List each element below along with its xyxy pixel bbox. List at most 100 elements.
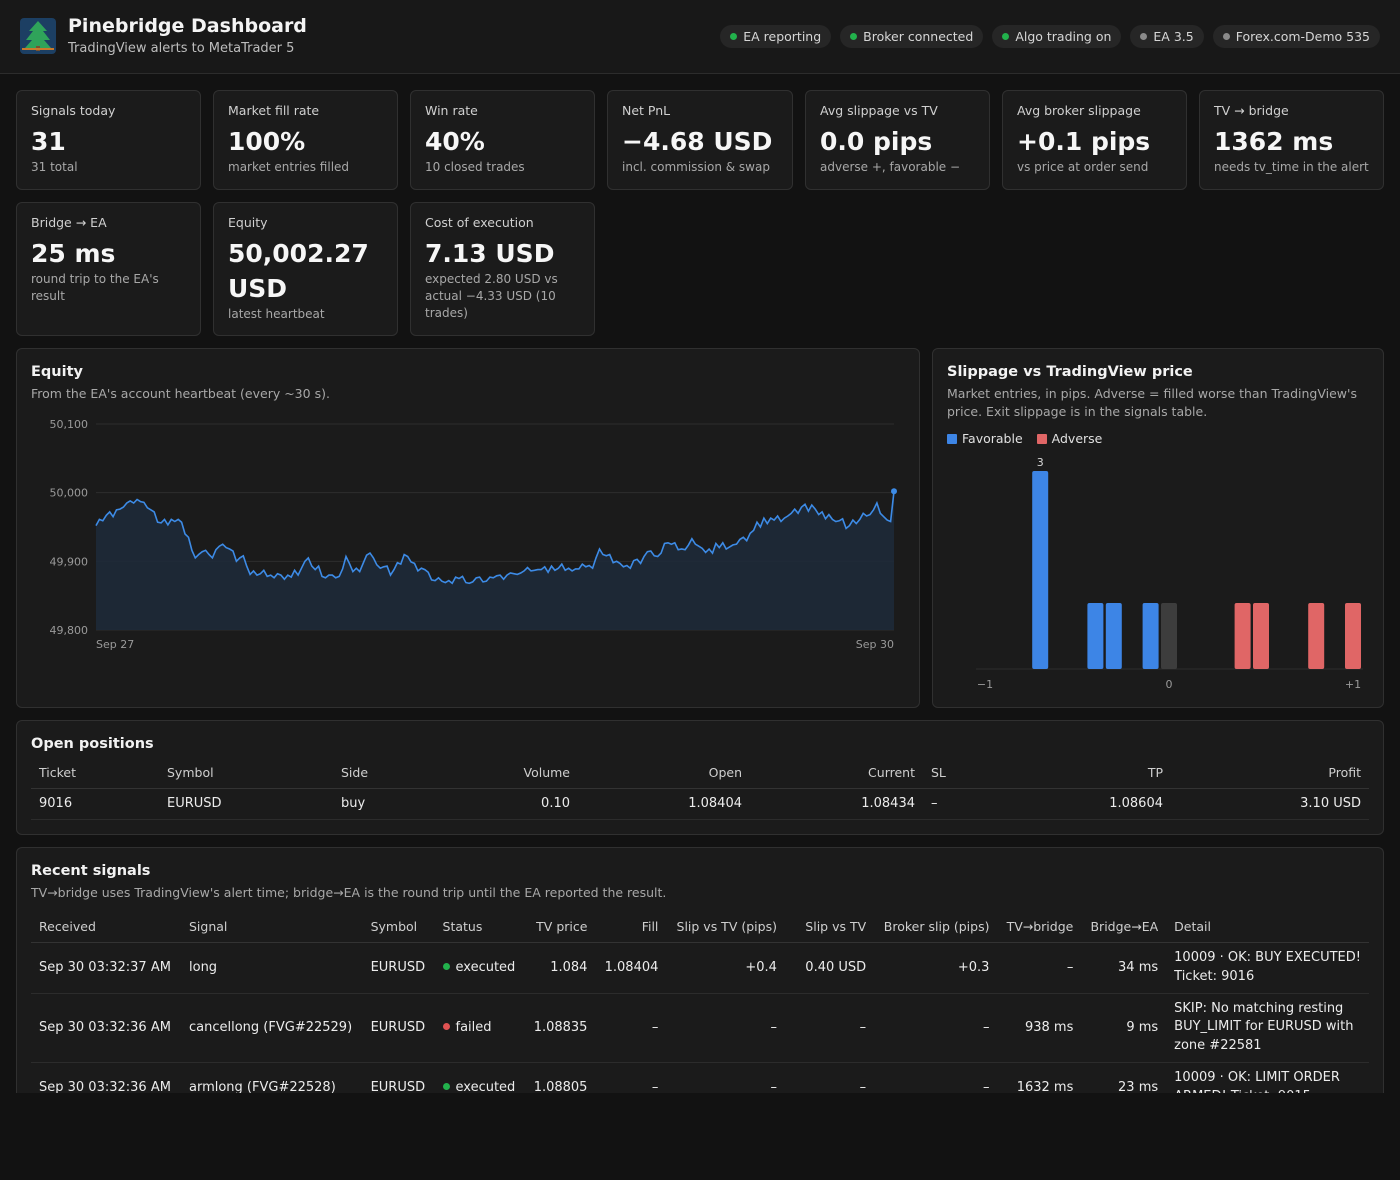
stat-label: Net PnL	[622, 103, 671, 118]
histogram-bar	[1142, 603, 1159, 669]
status-pill-algo: Algo trading on	[992, 25, 1122, 48]
panel-subtitle: TV→bridge uses TradingView's alert time;…	[31, 885, 667, 900]
equity-last-point	[891, 488, 897, 495]
panel-title: Equity	[31, 364, 83, 380]
stat-value: 7.13 USD	[425, 239, 555, 268]
legend-swatch-icon	[1036, 433, 1047, 444]
signals-scroll-area[interactable]: Recent signals TV→bridge uses TradingVie…	[17, 848, 1385, 1093]
legend-favorable: Favorable	[947, 431, 1023, 446]
status-cell: executed	[434, 1062, 525, 1093]
col-current: Current	[750, 757, 923, 789]
chart-legend: Favorable Adverse	[947, 431, 1102, 446]
col-signal: Signal	[181, 911, 363, 943]
app-header: Pinebridge Dashboard TradingView alerts …	[0, 0, 1400, 74]
stat-card-net-pnl: Net PnL −4.68 USD incl. commission & swa…	[607, 90, 793, 190]
col-broker-slip: Broker slip (pips)	[874, 911, 998, 943]
stat-note: needs tv_time in the alert	[1214, 160, 1369, 174]
y-tick-label: 50,100	[50, 418, 89, 431]
status-dot-icon	[1140, 33, 1148, 40]
col-detail: Detail	[1166, 911, 1369, 943]
stat-label: Avg slippage vs TV	[820, 103, 938, 118]
app-subtitle: TradingView alerts to MetaTrader 5	[68, 41, 295, 56]
histogram-bar	[1253, 603, 1269, 669]
histogram-bar	[1308, 603, 1325, 669]
stat-value: 100%	[228, 127, 306, 156]
stat-card-market-fill-rate: Market fill rate 100% market entries fil…	[213, 90, 398, 190]
y-tick-label: 49,800	[50, 624, 89, 637]
stat-card-avg-broker-slippage: Avg broker slippage +0.1 pips vs price a…	[1002, 90, 1187, 190]
app-title: Pinebridge Dashboard	[68, 15, 307, 37]
y-tick-label: 50,000	[50, 487, 89, 500]
col-bridge-ea: Bridge→EA	[1081, 911, 1167, 943]
stat-note: adverse +, favorable −	[820, 160, 961, 174]
table-header-row: Received Signal Symbol Status TV price F…	[31, 911, 1369, 943]
col-status: Status	[434, 911, 525, 943]
status-cell: failed	[434, 993, 525, 1063]
histogram-bar	[1105, 603, 1122, 669]
col-tv-bridge: TV→bridge	[997, 911, 1082, 943]
stat-value: 0.0 pips	[820, 127, 933, 156]
panel-title: Recent signals	[31, 863, 151, 879]
status-dot-icon	[442, 1023, 450, 1030]
col-side: Side	[333, 757, 453, 789]
stat-card-signals-today: Signals today 31 31 total	[16, 90, 201, 190]
x-tick-label: +1	[1345, 678, 1361, 691]
stat-note: latest heartbeat	[228, 307, 325, 321]
col-tp: TP	[983, 757, 1171, 789]
col-profit: Profit	[1171, 757, 1369, 789]
stat-note: 31 total	[31, 160, 78, 174]
stat-card-bridge-ea: Bridge → EA 25 ms round trip to the EA's…	[16, 202, 201, 336]
status-pills: EA reporting Broker connected Algo tradi…	[720, 25, 1380, 48]
stat-note: incl. commission & swap	[622, 160, 770, 174]
panel-subtitle: Market entries, in pips. Adverse = fille…	[947, 386, 1357, 419]
status-dot-icon	[850, 33, 858, 40]
col-open: Open	[578, 757, 750, 789]
table-row[interactable]: Sep 30 03:32:36 AM armlong (FVG#22528) E…	[31, 1062, 1369, 1093]
panel-subtitle: From the EA's account heartbeat (every ~…	[31, 386, 330, 401]
stat-value: 25 ms	[31, 239, 116, 268]
status-pill-ea-version: EA 3.5	[1130, 25, 1204, 48]
col-symbol: Symbol	[159, 757, 333, 789]
status-dot-icon	[1002, 33, 1010, 40]
bar-data-label: 3	[1037, 456, 1044, 469]
col-slip-usd: Slip vs TV	[784, 911, 875, 943]
table-row[interactable]: 9016 EURUSD buy 0.10 1.08404 1.08434 – 1…	[31, 788, 1369, 820]
slippage-histogram: 3 −1 0 +1	[976, 456, 1363, 691]
legend-swatch-icon	[947, 433, 957, 444]
stat-value: 31	[31, 127, 66, 156]
stat-card-win-rate: Win rate 40% 10 closed trades	[410, 90, 595, 190]
stat-label: Market fill rate	[228, 103, 320, 118]
x-tick-label: −1	[977, 678, 993, 691]
stat-label: Equity	[228, 215, 268, 230]
status-cell: executed	[434, 942, 525, 994]
stat-label: Bridge → EA	[31, 215, 107, 230]
col-tv-price: TV price	[524, 911, 596, 943]
status-dot-icon	[1222, 33, 1230, 40]
col-sl: SL	[923, 757, 983, 789]
x-tick-label: Sep 30	[856, 638, 894, 651]
status-dot-icon	[442, 963, 450, 970]
table-row[interactable]: Sep 30 03:32:37 AM long EURUSD executed …	[31, 942, 1369, 994]
pine-tree-logo-icon	[20, 18, 56, 54]
histogram-bar	[1234, 603, 1251, 669]
table-row[interactable]: Sep 30 03:32:36 AM cancellong (FVG#22529…	[31, 993, 1369, 1063]
stat-card-equity: Equity 50,002.27 USD latest heartbeat	[213, 202, 398, 336]
col-slip-pips: Slip vs TV (pips)	[666, 911, 785, 943]
histogram-bar	[1161, 603, 1177, 669]
signals-table: Received Signal Symbol Status TV price F…	[31, 911, 1369, 1093]
slippage-chart-panel: Slippage vs TradingView price Market ent…	[932, 348, 1384, 708]
histogram-bar	[1087, 603, 1104, 669]
stat-card-avg-slippage-tv: Avg slippage vs TV 0.0 pips adverse +, f…	[805, 90, 990, 190]
panel-title: Slippage vs TradingView price	[947, 364, 1193, 380]
x-tick-label: Sep 27	[96, 638, 134, 651]
stat-note: market entries filled	[228, 160, 350, 174]
stat-value: 40%	[425, 127, 485, 156]
equity-area	[96, 491, 894, 630]
y-tick-label: 49,900	[50, 555, 89, 568]
col-ticket: Ticket	[31, 757, 159, 789]
status-pill-ea-reporting: EA reporting	[720, 25, 832, 48]
col-received: Received	[31, 911, 181, 943]
stat-note: round trip to the EA's result	[31, 272, 159, 303]
table-header-row: Ticket Symbol Side Volume Open Current S…	[31, 757, 1369, 789]
col-fill: Fill	[595, 911, 667, 943]
